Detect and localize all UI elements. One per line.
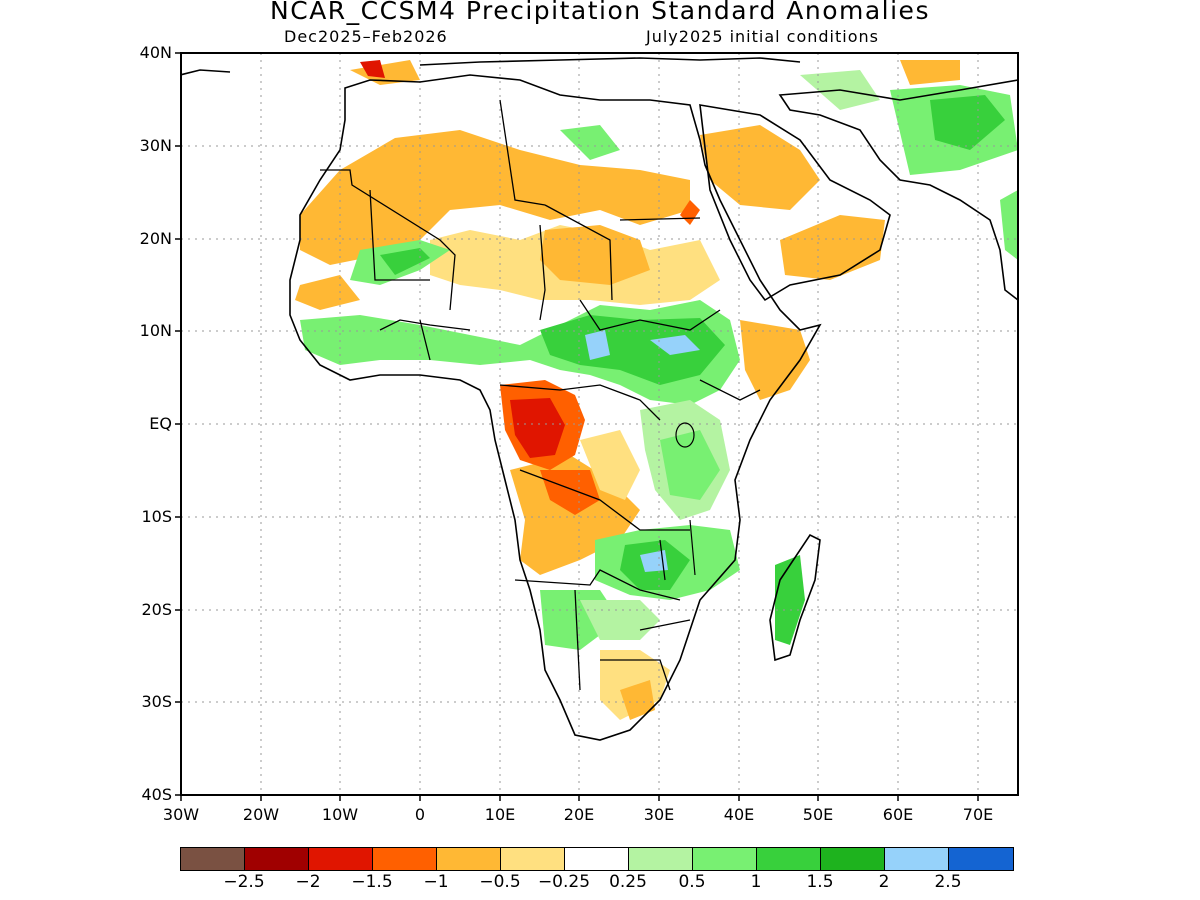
lat-label-40s: 40S bbox=[141, 785, 172, 804]
lon-label-60e: 60E bbox=[882, 805, 914, 824]
chart-title: NCAR_CCSM4 Precipitation Standard Anomal… bbox=[270, 0, 930, 25]
coastlines bbox=[181, 57, 1018, 741]
lat-label-30s: 30S bbox=[141, 692, 172, 711]
colorbar-label: −1 bbox=[423, 872, 449, 892]
colorbar-label: −2 bbox=[295, 872, 321, 892]
lon-label-40e: 40E bbox=[723, 805, 755, 824]
colorbar-swatch bbox=[949, 848, 1013, 870]
lon-label-30w: 30W bbox=[162, 805, 200, 824]
colorbar-label: −2.5 bbox=[223, 872, 265, 892]
colorbar-swatch bbox=[437, 848, 501, 870]
graticule bbox=[181, 53, 1018, 795]
colorbar-swatch bbox=[757, 848, 821, 870]
colorbar-label: 2.5 bbox=[934, 872, 962, 892]
colorbar-swatch bbox=[629, 848, 693, 870]
axis-ticks bbox=[175, 52, 979, 801]
colorbar-label: 0.5 bbox=[678, 872, 706, 892]
lat-label-10s: 10S bbox=[141, 507, 172, 526]
lon-label-70e: 70E bbox=[962, 805, 994, 824]
lon-label-0: 0 bbox=[414, 805, 426, 824]
colorbar-swatch bbox=[309, 848, 373, 870]
lat-label-40n: 40N bbox=[139, 43, 172, 62]
colorbar-label: 0.25 bbox=[609, 872, 647, 892]
lon-label-10e: 10E bbox=[484, 805, 516, 824]
colorbar-swatch bbox=[245, 848, 309, 870]
lat-label-20n: 20N bbox=[139, 229, 172, 248]
map-area bbox=[181, 53, 1018, 795]
colorbar-swatch bbox=[693, 848, 757, 870]
strong-dry-core bbox=[500, 380, 600, 515]
colorbar-label: −1.5 bbox=[351, 872, 393, 892]
lon-label-10w: 10W bbox=[321, 805, 359, 824]
lon-label-30e: 30E bbox=[643, 805, 675, 824]
colorbar-label: −0.25 bbox=[537, 872, 591, 892]
colorbar-label: 1 bbox=[750, 872, 762, 892]
lat-label-eq: EQ bbox=[149, 414, 172, 433]
lon-label-50e: 50E bbox=[802, 805, 834, 824]
season-subtitle: Dec2025–Feb2026 bbox=[284, 27, 448, 46]
lakes bbox=[659, 422, 696, 581]
lat-label-30n: 30N bbox=[139, 136, 172, 155]
colorbar-swatch bbox=[181, 848, 245, 870]
lat-label-20s: 20S bbox=[141, 600, 172, 619]
country-borders bbox=[320, 99, 761, 691]
lon-label-20w: 20W bbox=[242, 805, 280, 824]
colorbar-swatch bbox=[821, 848, 885, 870]
colorbar-label: 2 bbox=[878, 872, 890, 892]
colorbar-swatch bbox=[501, 848, 565, 870]
colorbar bbox=[180, 847, 1014, 871]
colorbar-swatch bbox=[565, 848, 629, 870]
colorbar-swatch bbox=[373, 848, 437, 870]
wet-anomaly-shading bbox=[300, 70, 1018, 650]
colorbar-label: 1.5 bbox=[806, 872, 834, 892]
lon-label-20e: 20E bbox=[563, 805, 595, 824]
colorbar-swatch bbox=[885, 848, 949, 870]
colorbar-label: −0.5 bbox=[479, 872, 521, 892]
initial-conditions-subtitle: July2025 initial conditions bbox=[646, 27, 879, 46]
lat-label-10n: 10N bbox=[139, 321, 172, 340]
